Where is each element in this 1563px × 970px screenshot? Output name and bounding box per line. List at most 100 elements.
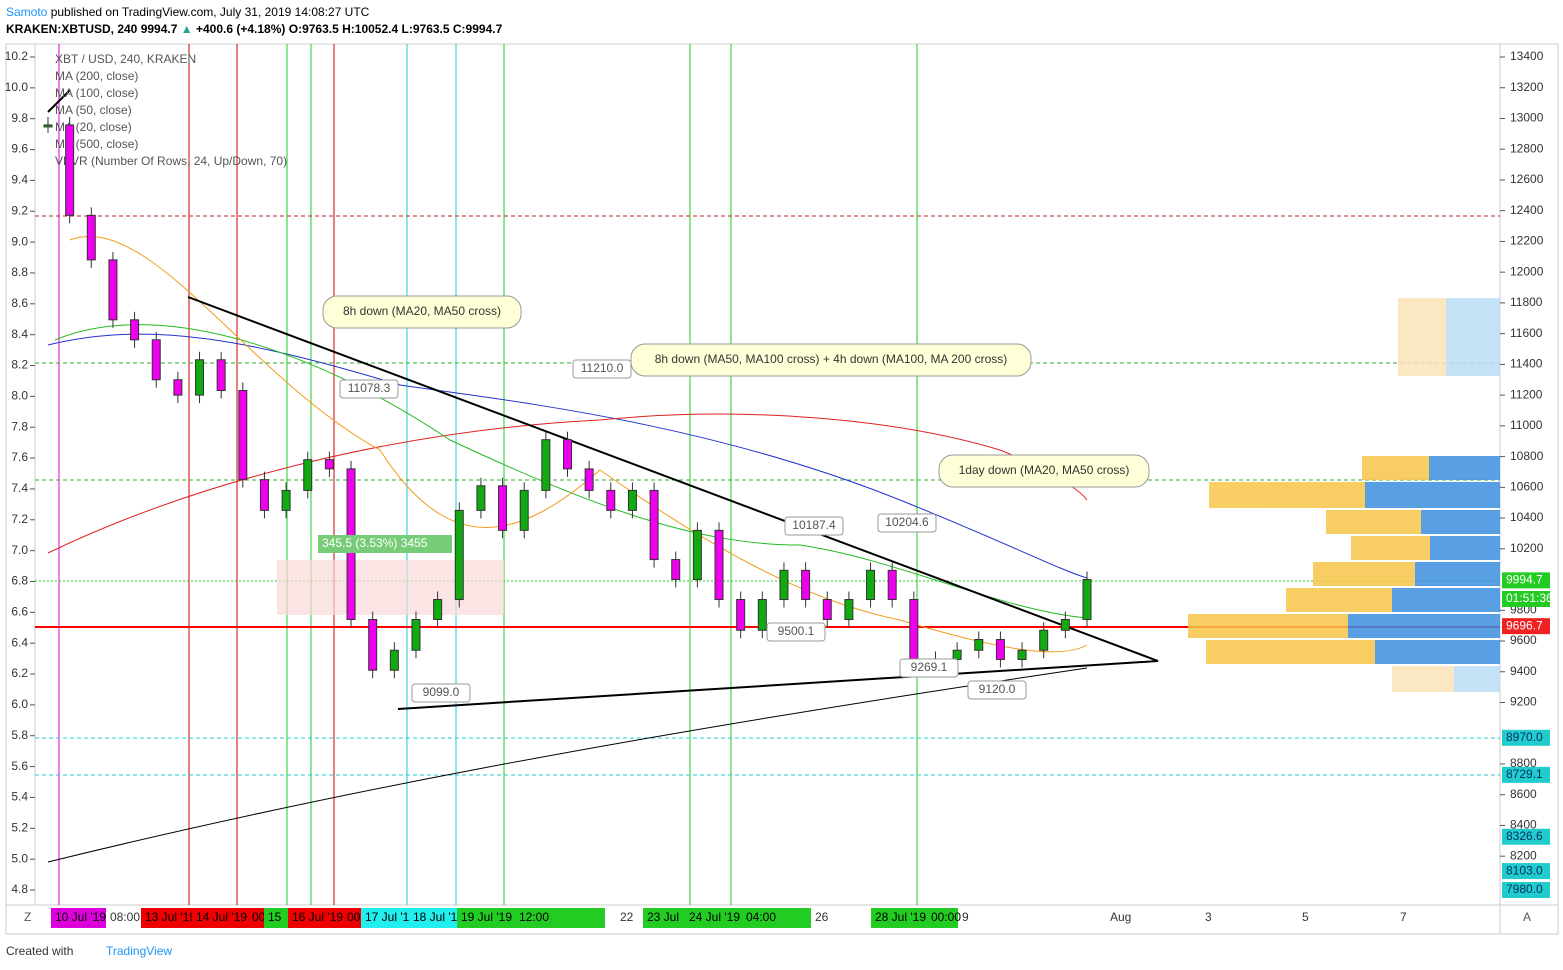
y-tick-label: 8200 — [1510, 848, 1537, 862]
y2-tick-label: 7.2 — [11, 512, 28, 526]
callout-label: 9120.0 — [979, 682, 1016, 696]
annotation: 8h down (MA20, MA50 cross) — [343, 304, 501, 318]
y-tick-label: 13400 — [1510, 49, 1544, 63]
candle — [108, 259, 118, 321]
callout — [784, 516, 844, 536]
legend-entry: VPVR (Number Of Rows, 24, Up/Down, 70) — [55, 154, 287, 168]
price-label-bg — [1502, 766, 1550, 783]
footer-text: Created with — [6, 944, 73, 958]
candle — [498, 485, 508, 531]
candle — [433, 599, 443, 621]
y2-tick-label: 8.6 — [11, 296, 28, 310]
y2-tick-label: 4.8 — [11, 882, 28, 896]
y-tick-label: 11600 — [1510, 326, 1543, 340]
y2-tick-label: 6.2 — [11, 666, 28, 680]
annotation: 1day down (MA20, MA50 cross) — [959, 463, 1130, 477]
candle — [714, 529, 724, 601]
y-tick-label: 11800 — [1510, 295, 1543, 309]
y-tick-label: 12800 — [1510, 141, 1544, 155]
candle — [130, 319, 140, 341]
author[interactable]: Samoto — [6, 5, 48, 19]
price-label-bg — [1502, 828, 1550, 845]
time-label-bg — [409, 908, 457, 928]
candle — [238, 390, 248, 481]
candle — [541, 439, 551, 491]
y-tick-label: 13000 — [1510, 111, 1544, 125]
candle — [454, 509, 464, 601]
time-label: 00 — [347, 910, 361, 924]
y-tick-label: 12200 — [1510, 234, 1544, 248]
measure-bg — [318, 535, 452, 553]
time-label-bg — [192, 908, 248, 928]
callout — [899, 658, 959, 678]
price-label-bg — [1502, 863, 1550, 880]
y-tick-label: 10800 — [1510, 449, 1544, 463]
price-label-bg — [1502, 729, 1550, 746]
candle — [1060, 619, 1070, 631]
candle — [173, 379, 183, 396]
y2-tick-label: 9.4 — [11, 173, 28, 187]
time-label-bg — [288, 908, 343, 928]
time-label: 24 Jul '19 — [689, 910, 740, 924]
annotation-bubble — [630, 343, 1032, 377]
time-label: 3 — [1205, 910, 1212, 924]
y-tick-label: 10600 — [1510, 480, 1544, 494]
time-label-bg — [248, 908, 264, 928]
time-label: 5 — [1302, 910, 1309, 924]
y-tick-label: 11400 — [1510, 357, 1543, 371]
legend-entry: XBT / USD, 240, KRAKEN — [55, 52, 196, 66]
y2-tick-label: 8.8 — [11, 265, 28, 279]
callout-label: 11210.0 — [581, 361, 624, 375]
y2-tick-label: 5.2 — [11, 820, 28, 834]
high: H:10052.4 — [342, 22, 399, 36]
candle — [281, 489, 291, 511]
open: O:9763.5 — [288, 22, 339, 36]
candle — [259, 479, 269, 511]
footer-brand[interactable]: TradingView — [106, 944, 172, 958]
time-label: 18 Jul '1 — [413, 910, 458, 924]
candle — [866, 569, 876, 601]
candle — [584, 468, 594, 491]
callout — [877, 513, 937, 533]
y2-tick-label: 5.4 — [11, 790, 28, 804]
time-label: 15 — [268, 910, 282, 924]
y-tick-label: 8400 — [1510, 818, 1537, 832]
candle — [1082, 579, 1092, 621]
y-tick-label: 8800 — [1510, 756, 1537, 770]
candle — [1017, 649, 1027, 660]
annotation-bubble — [322, 295, 522, 329]
button[interactable]: A — [1523, 910, 1531, 924]
symbol-line: KRAKEN:XBTUSD, 240 9994.7 ▲ +400.6 (+4.1… — [6, 22, 503, 36]
candle — [779, 569, 789, 601]
candle — [627, 489, 637, 511]
close: C:9994.7 — [452, 22, 503, 36]
y-tick-label: 9200 — [1510, 695, 1537, 709]
candle — [909, 599, 919, 660]
callout-label: 9099.0 — [423, 685, 460, 699]
callout — [339, 379, 399, 399]
callout — [411, 683, 471, 703]
candle — [887, 569, 897, 601]
symbol: KRAKEN:XBTUSD, 240 — [6, 22, 138, 36]
time-label-bg — [141, 908, 192, 928]
legend-entry: MA (200, close) — [55, 69, 138, 83]
callout-label: 11078.3 — [348, 381, 391, 395]
candle — [822, 599, 832, 621]
y-tick-label: 12600 — [1510, 172, 1544, 186]
legend-entry: MA (20, close) — [55, 120, 132, 134]
time-label: 19 Jul '19 — [461, 910, 512, 924]
time-label: 00 — [252, 910, 266, 924]
y2-tick-label: 8.2 — [11, 358, 28, 372]
button[interactable]: Z — [24, 910, 31, 924]
candle — [801, 569, 811, 601]
time-label: 16 Jul '19 — [292, 910, 343, 924]
candle — [411, 619, 421, 651]
candle — [476, 485, 486, 511]
price-label: 9994.7 — [1506, 573, 1543, 587]
y2-tick-label: 5.6 — [11, 759, 28, 773]
y2-tick-label: 6.6 — [11, 605, 28, 619]
y-tick-label: 10400 — [1510, 510, 1544, 524]
candle — [303, 459, 313, 491]
callout — [766, 622, 826, 642]
y-tick-label: 9600 — [1510, 633, 1537, 647]
